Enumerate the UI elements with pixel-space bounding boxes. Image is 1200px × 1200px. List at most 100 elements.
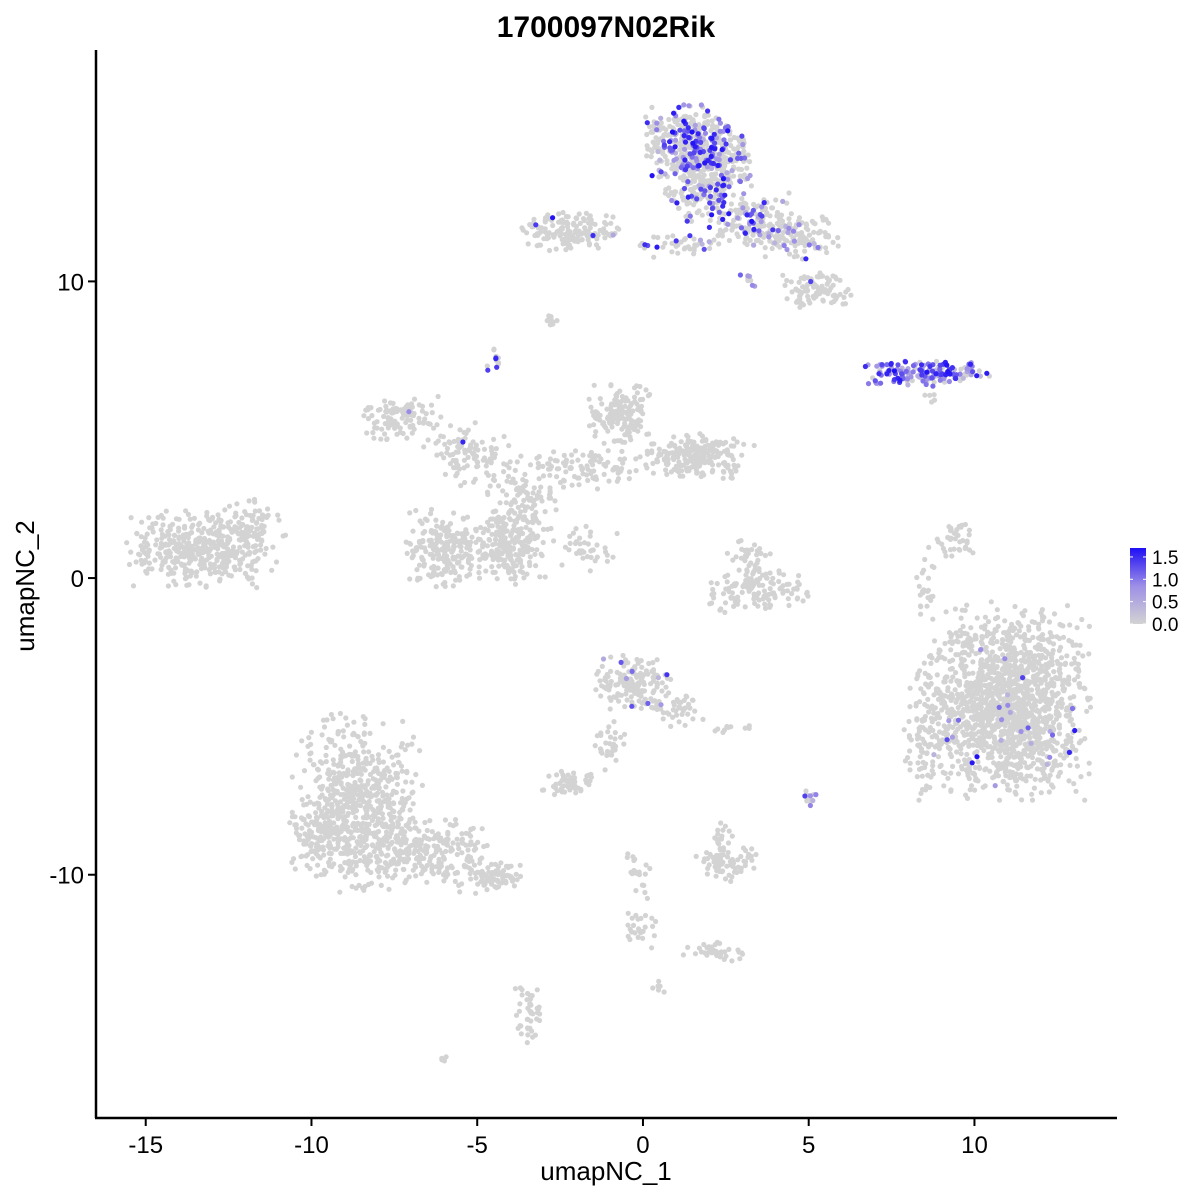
data-point (569, 452, 575, 458)
data-point (542, 574, 548, 580)
data-point (357, 834, 363, 840)
data-point (501, 433, 507, 440)
data-point (820, 217, 826, 223)
data-point (554, 474, 560, 480)
data-point (977, 705, 983, 711)
data-point (133, 559, 139, 565)
data-point (438, 860, 444, 866)
data-point (381, 413, 387, 420)
data-point (374, 419, 380, 425)
data-point (162, 557, 168, 563)
data-point (330, 757, 336, 763)
data-point (931, 392, 937, 398)
data-point (410, 422, 416, 429)
data-point (560, 484, 567, 490)
data-point (182, 566, 188, 573)
data-point (385, 415, 391, 421)
data-point (453, 577, 459, 583)
data-point (347, 793, 353, 799)
data-point (242, 509, 248, 515)
data-point (453, 458, 459, 464)
data-point (581, 229, 587, 236)
data-point (741, 441, 747, 447)
data-point (730, 192, 737, 198)
data-point (650, 460, 656, 466)
data-point (500, 873, 506, 879)
data-point (380, 774, 386, 780)
data-point (444, 534, 450, 540)
data-point (473, 846, 479, 852)
data-point (324, 801, 331, 807)
data-point (643, 114, 649, 120)
data-point (707, 217, 713, 223)
data-point (837, 291, 843, 297)
data-point (503, 500, 509, 506)
data-point (422, 819, 428, 826)
data-point (708, 448, 714, 454)
data-point (472, 476, 478, 482)
data-point (490, 477, 496, 483)
data-point (694, 470, 700, 476)
data-point (323, 752, 329, 759)
data-point (606, 419, 613, 425)
data-point (723, 227, 729, 233)
data-point (191, 515, 197, 521)
data-point (431, 852, 437, 858)
data-point (206, 555, 212, 561)
data-point (1087, 704, 1094, 710)
data-point (390, 821, 396, 827)
data-point (203, 544, 209, 551)
data-point (678, 239, 684, 245)
data-point (604, 406, 610, 412)
data-point (671, 192, 677, 198)
data-point (178, 543, 184, 550)
data-point (1031, 785, 1037, 791)
data-point (975, 759, 981, 765)
data-point (380, 744, 386, 751)
data-point (551, 538, 557, 544)
data-point (547, 322, 553, 328)
data-point (352, 766, 358, 772)
data-point (360, 885, 366, 891)
data-point (429, 410, 435, 416)
data-point (462, 450, 468, 456)
data-point (581, 540, 588, 546)
data-point (386, 811, 393, 817)
data-point (425, 836, 431, 842)
data-point (484, 842, 490, 849)
data-point (995, 711, 1001, 718)
data-point (166, 564, 172, 571)
data-point (254, 532, 260, 538)
data-point (1086, 651, 1092, 657)
data-point (351, 753, 357, 759)
data-point (1051, 763, 1057, 769)
data-point (477, 537, 483, 543)
data-point (811, 295, 817, 301)
data-point (397, 809, 403, 816)
data-point (168, 570, 175, 576)
data-point (367, 730, 373, 737)
data-point (263, 545, 269, 552)
data-point (558, 225, 565, 231)
data-point (535, 1005, 542, 1011)
data-point (389, 792, 395, 798)
data-point (216, 569, 222, 575)
data-point (447, 440, 453, 446)
data-point (328, 739, 335, 745)
data-point (662, 240, 668, 246)
data-point (731, 146, 737, 152)
data-point (375, 407, 381, 413)
data-point (824, 249, 830, 256)
data-point (289, 774, 295, 780)
data-point (488, 445, 494, 451)
data-point (391, 762, 397, 768)
data-point (344, 722, 350, 728)
data-point (487, 537, 493, 543)
data-point (468, 826, 474, 833)
data-point (308, 848, 314, 855)
data-point (592, 476, 598, 482)
data-point (128, 549, 134, 555)
data-point (530, 512, 536, 519)
data-point (826, 220, 832, 226)
data-point (593, 409, 599, 415)
